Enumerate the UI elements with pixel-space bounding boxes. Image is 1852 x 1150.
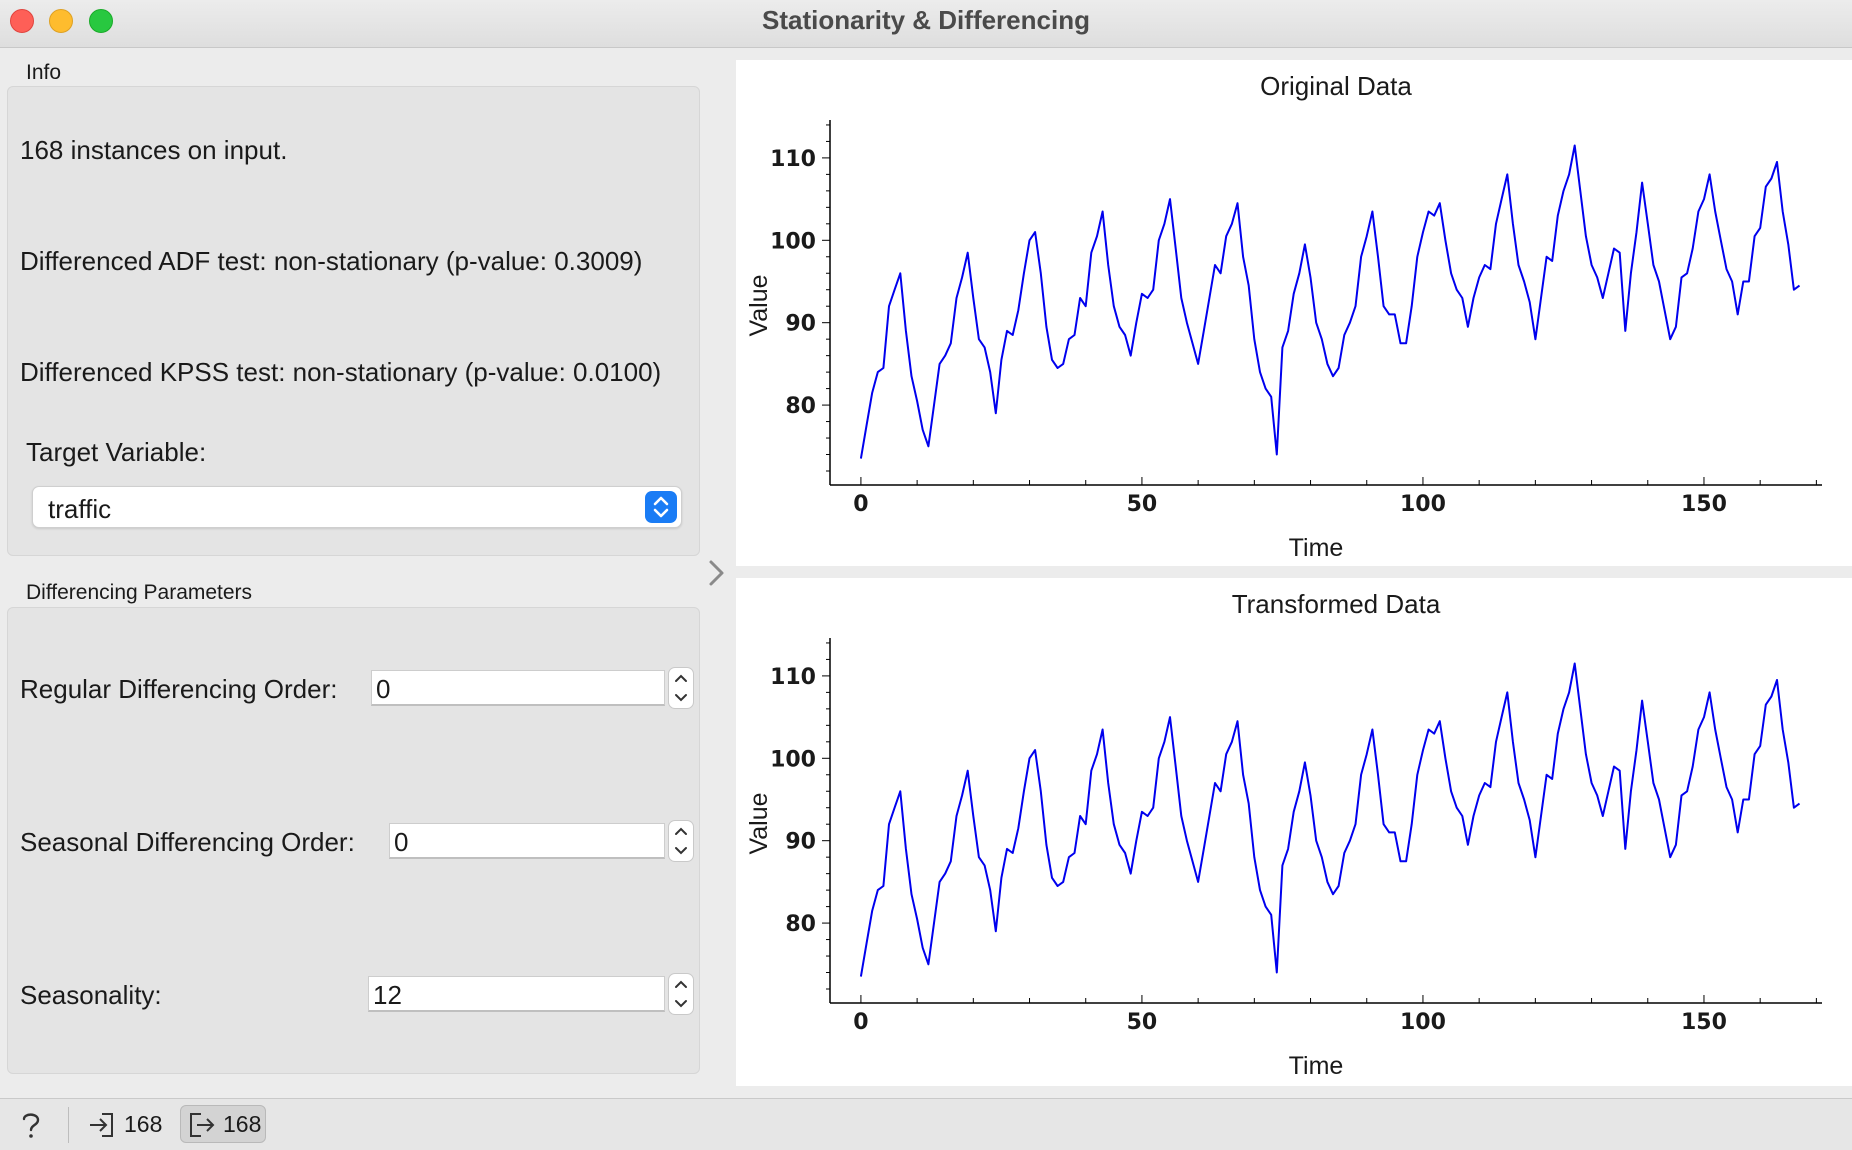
chevron-up-icon[interactable] xyxy=(669,821,693,841)
x-tick-label: 150 xyxy=(1681,1010,1727,1035)
x-tick-label: 50 xyxy=(1127,1010,1158,1035)
seasonal-order-input[interactable]: 0 xyxy=(389,823,665,859)
updown-chevron-icon xyxy=(645,491,677,523)
regular-order-value: 0 xyxy=(376,674,391,704)
y-axis-label: Value xyxy=(745,792,773,854)
instances-info: 168 instances on input. xyxy=(20,135,288,165)
y-tick-label: 90 xyxy=(785,830,816,855)
status-separator xyxy=(68,1107,69,1143)
help-icon[interactable] xyxy=(18,1110,44,1145)
transformed-data-chart: Transformed Data 80 90 100 110 0 50 100 150 Time V… xyxy=(745,589,1822,1080)
seasonality-label: Seasonality: xyxy=(20,980,162,1010)
series-line xyxy=(859,662,1801,977)
y-tick-label: 110 xyxy=(770,147,816,172)
close-window-button[interactable] xyxy=(10,9,34,33)
original-plot-area[interactable]: Original Data 80 90 100 110 0 50 100 150 Time Valu… xyxy=(736,60,1852,566)
x-tick-label: 100 xyxy=(1400,492,1446,517)
regular-order-input[interactable]: 0 xyxy=(371,670,665,706)
params-group-label: Differencing Parameters xyxy=(26,581,253,604)
x-tick-label: 50 xyxy=(1127,492,1158,517)
regular-order-label: Regular Differencing Order: xyxy=(20,674,338,704)
x-tick-label: 100 xyxy=(1400,1010,1446,1035)
series-line xyxy=(859,144,1801,459)
seasonality-input[interactable]: 12 xyxy=(368,976,665,1012)
collapse-panel-chevron-icon[interactable] xyxy=(706,558,728,593)
chevron-down-icon[interactable] xyxy=(669,688,693,708)
target-variable-value: traffic xyxy=(48,494,112,524)
chevron-up-icon[interactable] xyxy=(669,668,693,688)
output-count: 168 xyxy=(223,1111,262,1137)
minimize-window-button[interactable] xyxy=(49,9,73,33)
y-tick-label: 80 xyxy=(785,394,816,419)
x-tick-label: 0 xyxy=(853,492,868,517)
chart-title: Transformed Data xyxy=(1232,589,1441,619)
output-signal-icon xyxy=(187,1111,215,1144)
x-axis-label: Time xyxy=(1289,534,1344,562)
target-variable-label: Target Variable: xyxy=(26,437,207,467)
seasonality-value: 12 xyxy=(373,980,402,1010)
y-tick-label: 90 xyxy=(785,312,816,337)
y-tick-label: 100 xyxy=(770,229,816,254)
y-tick-label: 80 xyxy=(785,912,816,937)
x-tick-label: 0 xyxy=(853,1010,868,1035)
input-signal-icon xyxy=(88,1111,116,1144)
seasonal-order-stepper[interactable] xyxy=(668,820,694,862)
window-title: Stationarity & Differencing xyxy=(762,5,1090,35)
y-tick-label: 100 xyxy=(770,747,816,772)
chevron-up-icon[interactable] xyxy=(669,974,693,994)
seasonal-order-label: Seasonal Differencing Order: xyxy=(20,827,355,857)
y-tick-label: 110 xyxy=(770,665,816,690)
target-variable-select[interactable]: traffic xyxy=(32,486,682,528)
x-axis-label: Time xyxy=(1289,1052,1344,1080)
seasonality-stepper[interactable] xyxy=(668,973,694,1015)
chevron-down-icon[interactable] xyxy=(669,994,693,1014)
status-bar: 168 168 xyxy=(0,1098,1852,1150)
zoom-window-button[interactable] xyxy=(89,9,113,33)
seasonal-order-value: 0 xyxy=(394,827,409,857)
info-group-box xyxy=(7,86,700,556)
input-count: 168 xyxy=(124,1111,163,1137)
adf-test-result: Differenced ADF test: non-stationary (p-… xyxy=(20,246,643,276)
x-tick-label: 150 xyxy=(1681,492,1727,517)
original-data-chart: Original Data 80 90 100 110 0 50 100 150 Time Valu… xyxy=(745,71,1822,562)
kpss-test-result: Differenced KPSS test: non-stationary (p… xyxy=(20,357,662,387)
chart-title: Original Data xyxy=(1260,71,1412,101)
y-axis-label: Value xyxy=(745,274,773,336)
regular-order-stepper[interactable] xyxy=(668,667,694,709)
output-summary-button[interactable]: 168 xyxy=(180,1105,266,1143)
info-group-label: Info xyxy=(26,61,62,84)
title-bar: Stationarity & Differencing xyxy=(0,0,1852,48)
transformed-plot-area[interactable]: Transformed Data 80 90 100 110 0 50 100 150 Time V… xyxy=(736,578,1852,1086)
chevron-down-icon[interactable] xyxy=(669,841,693,861)
